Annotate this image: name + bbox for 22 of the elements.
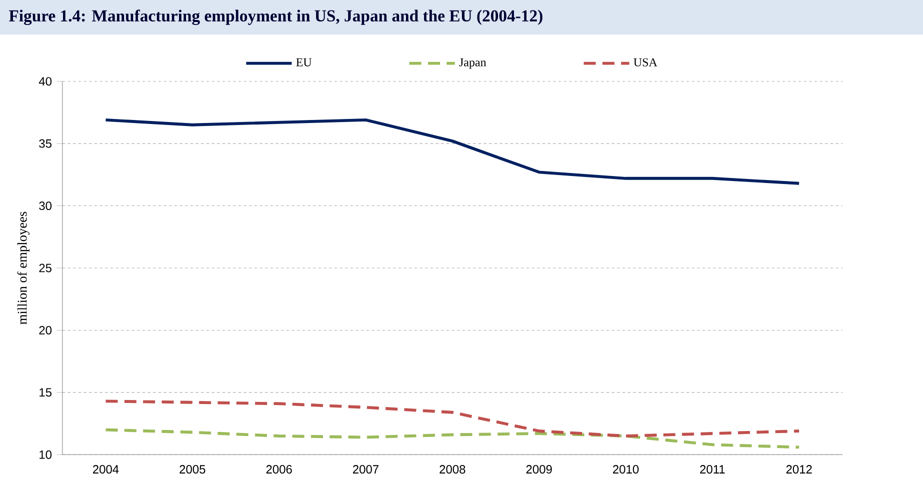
y-tick-label: 20 (39, 326, 52, 334)
x-tick-label: 2011 (700, 465, 725, 474)
legend-label: Japan (459, 58, 486, 69)
y-tick-label: 15 (40, 388, 52, 397)
x-tick-label: 2007 (352, 465, 378, 474)
x-tick-label: 2009 (526, 465, 552, 474)
x-tick-label: 2008 (440, 465, 466, 474)
y-tick-label: 25 (39, 264, 52, 272)
x-tick-label: 2004 (92, 465, 119, 474)
x-tick-label: 2005 (180, 465, 206, 474)
x-tick-label: 2006 (266, 465, 292, 474)
x-tick-label: 2012 (786, 465, 812, 474)
x-tick-label: 2010 (612, 465, 639, 474)
legend-label: EU (296, 58, 312, 66)
y-axis-title: million of employees (17, 212, 30, 324)
line-series (104, 428, 801, 449)
legend-label: USA (634, 58, 658, 66)
chart-title: Figure 1.4: Manufacturing employment in US, Japan and the EU (2004-12) (9, 10, 542, 26)
y-tick-label: 40 (38, 77, 52, 86)
y-tick-label: 35 (39, 139, 52, 148)
y-tick-label: 10 (40, 450, 52, 459)
y-tick-label: 30 (39, 202, 52, 210)
